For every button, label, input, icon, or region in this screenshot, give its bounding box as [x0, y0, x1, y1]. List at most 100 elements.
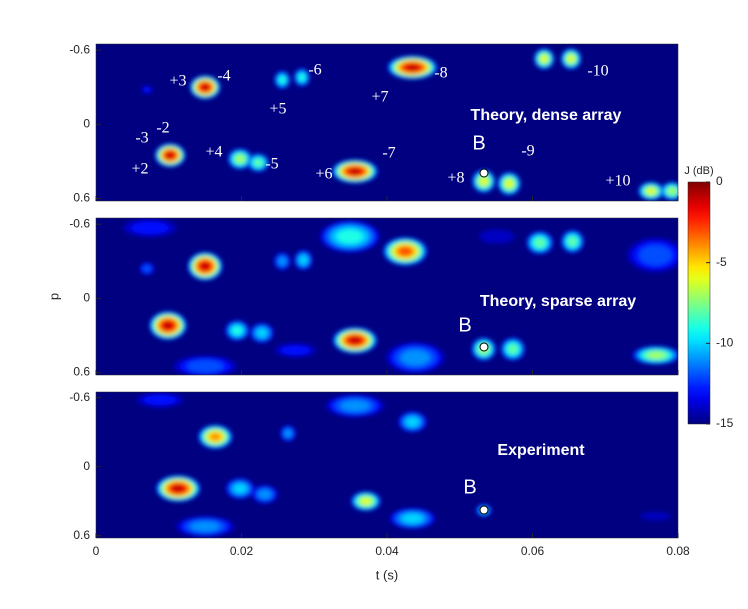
spot [139, 262, 155, 276]
spot-layer [570, 58, 572, 60]
spot [389, 507, 436, 529]
colorbar-label: J (dB) [684, 165, 713, 177]
annotation: +10 [605, 173, 630, 190]
spot [640, 512, 671, 521]
y-tick-label: 0 [83, 459, 90, 473]
y-tick-label: -0.6 [69, 42, 90, 56]
spot-layer [411, 517, 413, 519]
spot [325, 394, 385, 418]
spot [500, 337, 526, 361]
spot [526, 231, 554, 255]
annotation: +8 [447, 170, 464, 187]
spot-layer [239, 158, 241, 160]
spot [350, 491, 382, 512]
spot-layer [354, 170, 356, 172]
spot-layer [411, 66, 413, 68]
heatmap [136, 392, 671, 537]
colorbar-tick-label: 0 [716, 174, 723, 188]
spot [154, 143, 186, 168]
spot-layer [204, 265, 206, 267]
spot [560, 229, 585, 254]
spot-layer [236, 329, 238, 331]
spot-layer [281, 79, 283, 81]
spot-layer [650, 190, 652, 192]
annotation: -10 [587, 63, 608, 80]
spot-layer [287, 432, 289, 434]
spot [637, 181, 665, 201]
spot-layer [572, 240, 574, 242]
spot [387, 55, 438, 80]
spot [632, 345, 678, 365]
y-tick-label: 0.6 [73, 191, 90, 205]
spot-layer [204, 365, 206, 367]
annotation: B [463, 476, 476, 498]
spot-layer [483, 180, 485, 182]
spot [386, 342, 445, 374]
annotation: +7 [371, 89, 388, 106]
spot [280, 425, 296, 442]
spot-layer [204, 86, 206, 88]
spot-layer [414, 357, 416, 359]
spot-layer [404, 250, 406, 252]
spot [274, 343, 317, 358]
spot-layer [301, 76, 303, 78]
spot-layer [294, 349, 296, 351]
spot [533, 48, 555, 70]
spot-layer [655, 354, 657, 356]
y-tick-label: 0 [83, 291, 90, 305]
spot-layer [167, 325, 169, 327]
marker-b [479, 505, 489, 515]
spot-layer [146, 268, 148, 270]
colorbar-tick-label: -5 [716, 255, 727, 269]
colorbar-tick-label: -15 [716, 416, 734, 430]
spot [225, 320, 250, 341]
spot-layer [204, 526, 206, 528]
spot-layer [411, 421, 413, 423]
spot [560, 48, 582, 70]
spot-layer [365, 500, 367, 502]
spot [660, 181, 678, 201]
panel-title: Experiment [497, 442, 585, 459]
spot-layer [239, 488, 241, 490]
annotation: +2 [131, 161, 148, 178]
spot [627, 237, 678, 273]
spot-layer [349, 236, 351, 238]
x-tick-label: 0.04 [375, 544, 399, 558]
annotation: -8 [434, 65, 447, 82]
x-tick-label: 0.02 [230, 544, 254, 558]
spot-layer [354, 405, 356, 407]
y-tick-label: 0 [83, 117, 90, 131]
y-tick-label: 0.6 [73, 365, 90, 379]
spot [225, 478, 255, 500]
marker-b [479, 168, 489, 178]
spot [478, 229, 515, 244]
spot-layer [671, 190, 673, 192]
x-tick-label: 0.06 [521, 544, 545, 558]
annotation: -5 [265, 156, 278, 173]
spot [189, 75, 221, 100]
annotation: B [458, 314, 471, 336]
spot [149, 311, 187, 340]
spot-layer [149, 227, 151, 229]
marker-b [479, 342, 489, 352]
spot-layer [512, 348, 514, 350]
y-axis-label: p [46, 293, 61, 300]
annotation: +6 [315, 166, 332, 183]
spot [140, 85, 153, 94]
spot-layer [214, 436, 216, 438]
spot [497, 171, 521, 196]
spot-layer [543, 58, 545, 60]
heatmap [123, 218, 678, 375]
spot [123, 218, 177, 237]
spot-layer [654, 254, 656, 256]
spot-layer [496, 236, 498, 238]
spot [187, 251, 223, 281]
annotation: -7 [382, 145, 395, 162]
spot [382, 237, 428, 266]
annotation: -6 [308, 62, 321, 79]
spot [294, 249, 313, 271]
spot [331, 159, 379, 184]
spot-layer [257, 162, 259, 164]
spot-layer [159, 399, 161, 401]
